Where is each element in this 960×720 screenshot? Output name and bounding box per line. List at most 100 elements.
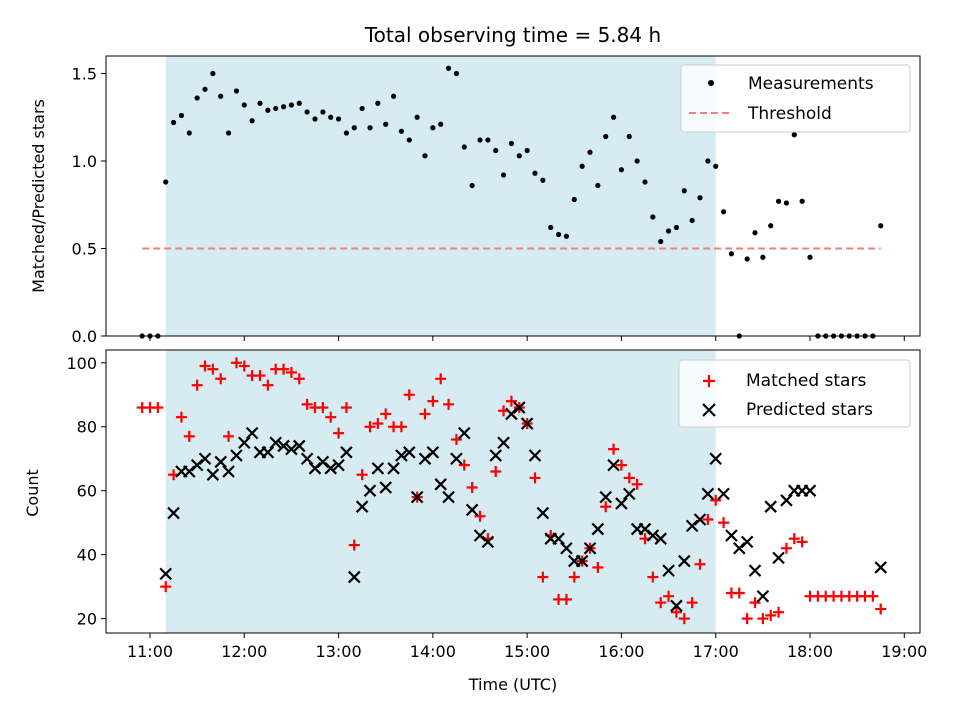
measurement-point [618,167,625,173]
measurement-point [783,200,790,206]
measurement-point [516,153,522,159]
measurement-point [603,133,609,140]
legend-predicted-marker [702,403,716,417]
measurement-point [257,100,263,106]
predicted-star-point [764,500,777,513]
predicted-star-point [285,442,298,456]
predicted-star-point [599,490,612,504]
top-y-axis-label: Matched/Predicted stars [29,99,48,293]
predicted-star-point [662,564,675,577]
matched-star-point [474,510,486,522]
measurement-point [210,70,216,77]
predicted-star-point [772,551,785,565]
measurement-point [697,195,703,201]
measurement-point [665,228,672,234]
matched-star-point [867,590,879,602]
matched-star-point [615,459,627,471]
matched-star-point [285,366,297,378]
measurement-point [555,231,562,238]
measurement-point [587,149,593,155]
predicted-star-point [450,452,463,466]
predicted-star-point [560,541,573,555]
predicted-star-point [489,449,502,462]
predicted-star-point [363,484,377,497]
measurement-point [524,147,530,154]
predicted-star-point [740,535,754,549]
matched-star-point [207,363,219,375]
measurement-point [367,125,373,131]
measurement-point [265,107,271,113]
measurement-point [335,116,342,122]
predicted-star-point [410,490,424,504]
matched-star-point [238,360,250,372]
measurement-point [595,182,601,189]
measurement-point [579,163,585,169]
measurement-point [163,179,169,185]
matched-star-point [765,609,777,621]
measurement-point [296,100,302,106]
measurement-point [414,114,420,120]
legend-predicted-label: Predicted stars [746,400,873,420]
measurement-point [532,170,538,176]
predicted-star-point [615,497,628,510]
legend-matched-label: Matched stars [746,371,866,391]
y-tick-label: 60 [77,482,97,501]
matched-star-point [655,597,667,609]
predicted-star-point [513,401,526,414]
legend-matched-marker [703,375,715,387]
matched-star-point [702,513,714,525]
predicted-star-point [245,426,259,440]
measurement-point [383,121,389,127]
matched-star-point [443,398,455,410]
matched-star-point [450,434,462,446]
measurement-point [626,133,632,140]
measurement-point [225,130,232,136]
top-panel: 0.0 0.5 1.0 1.5 Matched/Predicted stars Mea… [29,55,921,346]
predicted-star-point [520,417,534,430]
matched-star-point [458,459,470,471]
predicted-star-point [269,436,282,450]
predicted-star-point [355,500,369,513]
matched-star-point [773,606,785,618]
measurement-point [312,116,318,122]
matched-star-point [372,418,384,430]
predicted-star-point [575,554,589,568]
predicted-star-point [300,452,314,466]
bottom-legend: Matched stars Predicted stars [678,359,911,428]
measurement-point [540,177,546,183]
measurement-point [469,182,475,189]
measurement-point [273,105,279,112]
predicted-star-point [552,532,565,545]
bottom-panel: 20 40 60 80 100 11:00 12:00 13:00 14:00 15:00 16:… [23,349,927,694]
predicted-star-point [379,481,392,494]
matched-star-point [348,539,360,551]
matched-star-point [875,603,887,615]
matched-star-point [293,373,305,385]
predicted-star-point [324,462,337,475]
predicted-star-point [159,567,172,581]
predicted-star-point [709,452,722,466]
measurement-point [280,104,287,110]
matched-star-point [796,536,808,548]
measurement-point [170,119,177,126]
predicted-star-point [591,522,605,536]
x-tick-label: 19:00 [881,642,927,661]
predicted-star-point [340,446,353,459]
matched-star-point [631,478,643,490]
legend-threshold-label: Threshold [747,104,832,124]
predicted-star-point [371,462,385,475]
predicted-star-point [780,494,793,507]
measurement-point [548,224,554,231]
measurement-point [744,256,750,262]
predicted-star-point [646,529,660,542]
measurement-point [775,198,782,204]
y-tick-label: 0.0 [72,327,97,346]
matched-star-point [710,494,722,506]
measurement-point [320,109,326,115]
measurement-point [343,130,350,136]
matched-star-point [333,427,345,439]
matched-star-point [505,395,517,407]
matched-star-point [678,613,690,625]
measurement-point [233,88,240,94]
predicted-star-point [528,449,542,462]
